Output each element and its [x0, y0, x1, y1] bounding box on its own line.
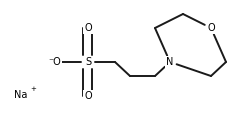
- Text: S: S: [84, 57, 91, 67]
- Text: N: N: [166, 57, 173, 67]
- Text: O: O: [84, 91, 92, 101]
- Text: Na: Na: [14, 90, 27, 100]
- Text: +: +: [30, 86, 36, 92]
- Text: O: O: [206, 23, 214, 33]
- Text: O: O: [84, 23, 92, 33]
- Text: ⁻O: ⁻O: [48, 57, 61, 67]
